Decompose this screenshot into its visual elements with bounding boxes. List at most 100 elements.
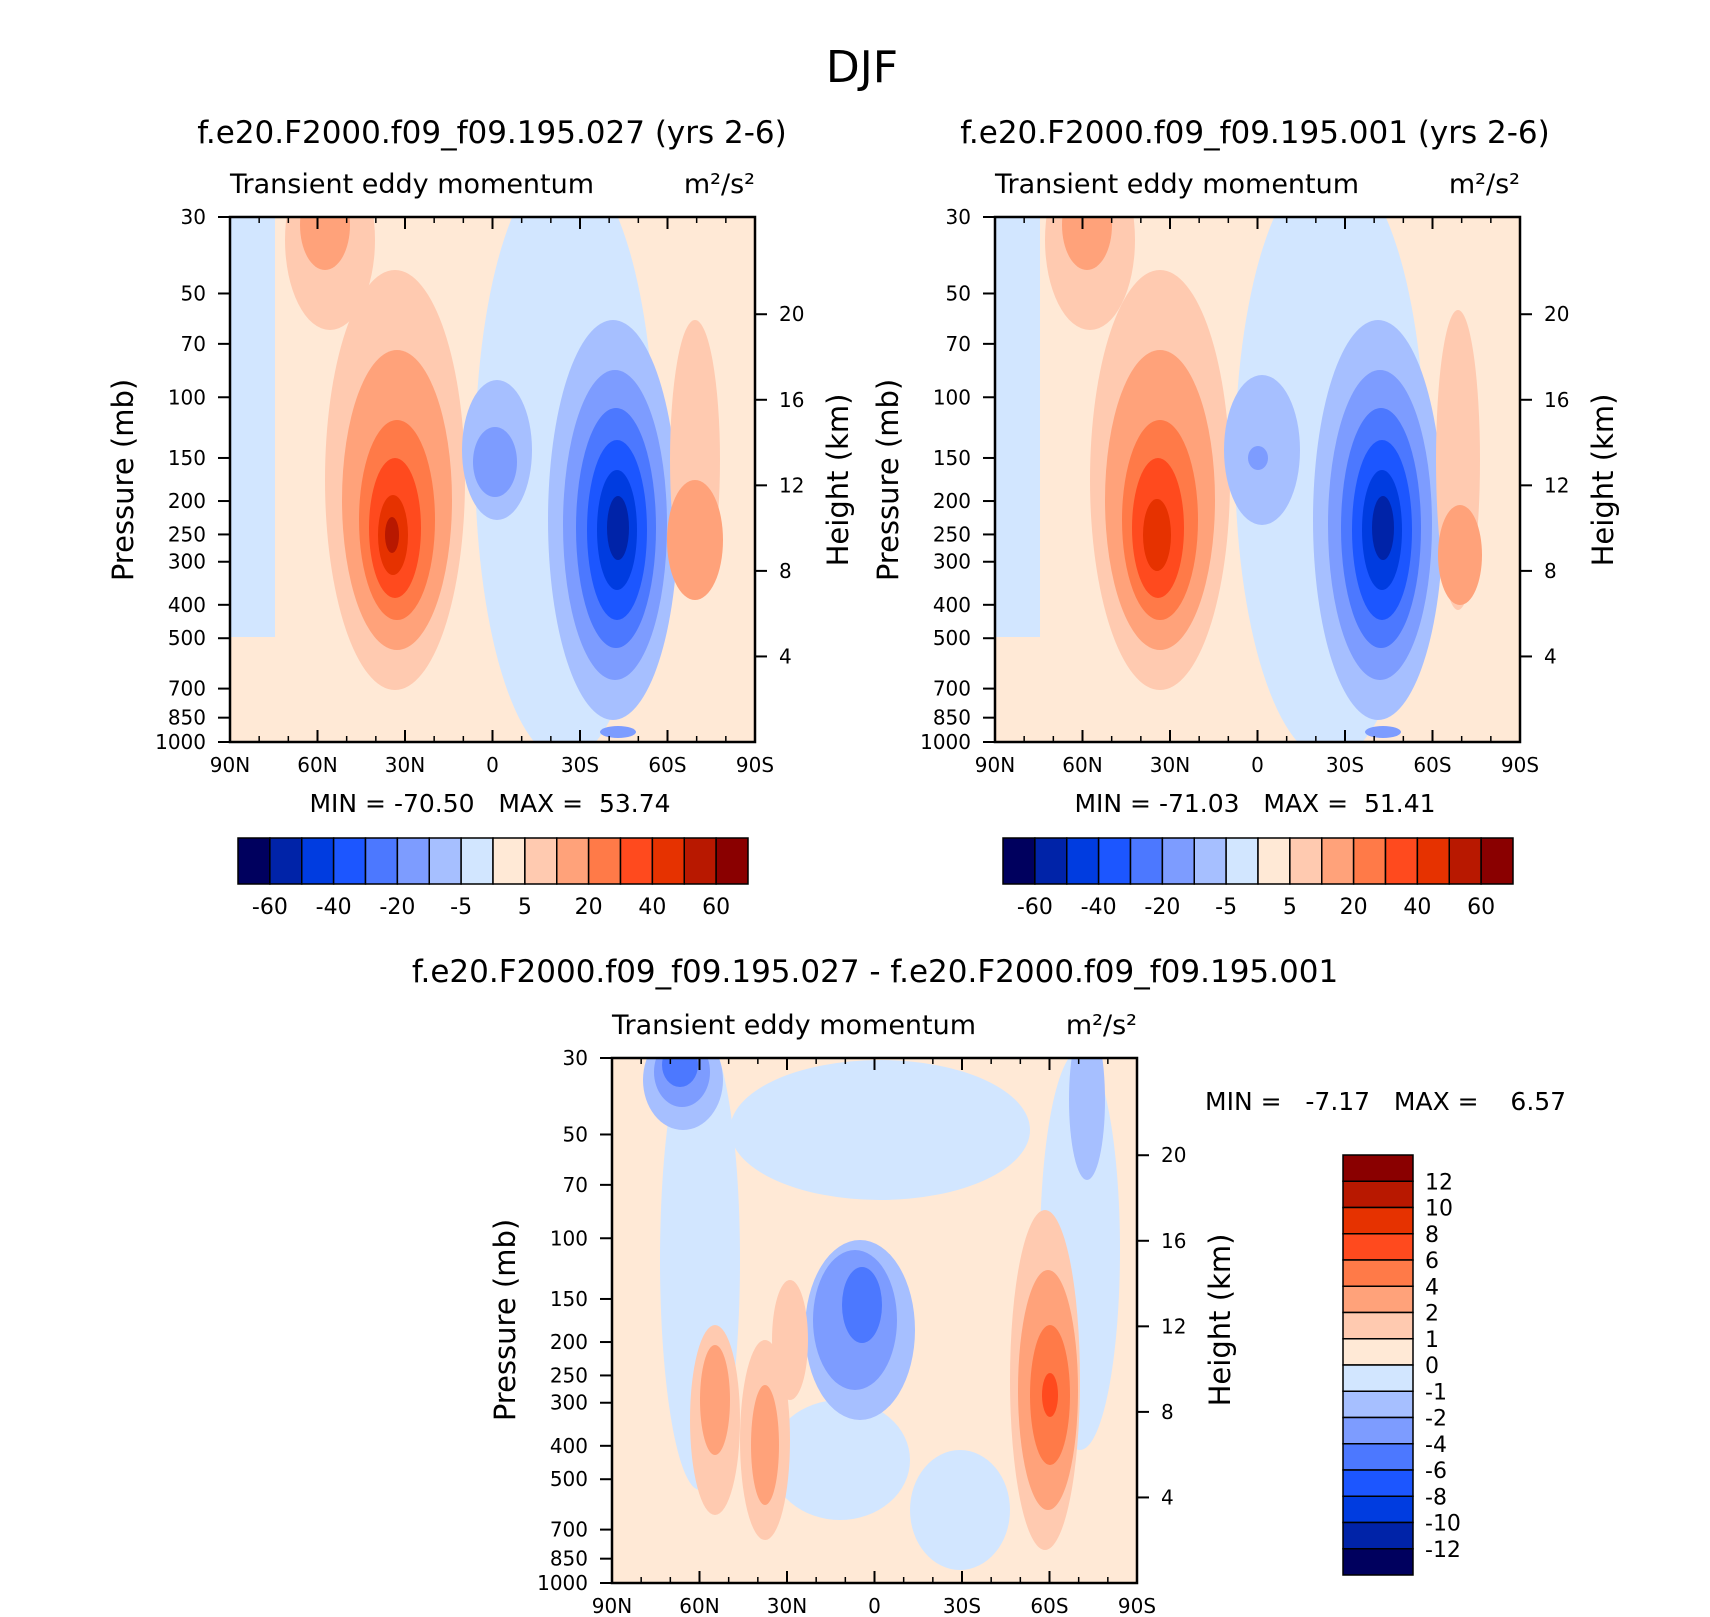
panel-2-contour-field — [995, 217, 1520, 742]
colorbar-swatch — [556, 837, 590, 885]
panel-1-stats: MIN = -70.50 MAX = 53.74 — [309, 789, 670, 818]
panel-3-sh-red-core — [1042, 1373, 1058, 1417]
y-left-tick-label: 50 — [946, 281, 971, 305]
colorbar-swatch — [619, 837, 654, 885]
colorbar-swatch — [1342, 1338, 1414, 1366]
colorbar-swatch — [524, 837, 558, 885]
colorbar-swatch — [1384, 837, 1419, 885]
colorbar-label: 60 — [1467, 895, 1495, 920]
x-tick-label: 30S — [943, 1594, 981, 1617]
colorbar-label: 10 — [1425, 1197, 1453, 1222]
y-right-tick-label: 20 — [1544, 302, 1569, 326]
colorbar-swatch — [1225, 837, 1259, 885]
panel-2-eq-blue-inner — [1248, 446, 1268, 470]
colorbar-swatch — [1289, 837, 1323, 885]
panel-2-units: m²/s² — [1449, 169, 1520, 200]
y-left-tick-label: 1000 — [537, 1571, 588, 1595]
y-right-tick-label: 4 — [1161, 1485, 1174, 1509]
colorbar-label: -10 — [1425, 1512, 1461, 1537]
panel-2-x-axis: 90N 60N 30N 0 30S 60S 90S — [975, 217, 1539, 777]
y-left-tick-label: 50 — [181, 281, 206, 305]
colorbar-swatch — [1342, 1233, 1414, 1261]
panel-1-title: f.e20.F2000.f09_f09.195.027 (yrs 2-6) — [197, 115, 787, 151]
y-left-tick-label: 70 — [563, 1173, 588, 1197]
panel-3-blue-band-4 — [770, 1400, 910, 1520]
y-left-tick-label: 500 — [550, 1467, 588, 1491]
colorbar-swatch — [492, 837, 526, 885]
panel-3-red-2 — [700, 1345, 730, 1455]
y-left-tick-label: 500 — [168, 626, 206, 650]
y-left-tick-label: 70 — [181, 332, 206, 356]
panel-1: f.e20.F2000.f09_f09.195.027 (yrs 2-6) Tr… — [106, 115, 855, 920]
colorbar-label: -20 — [1144, 895, 1180, 920]
colorbar-label: -40 — [1081, 895, 1117, 920]
colorbar-swatch — [1002, 837, 1036, 885]
colorbar-swatch — [1321, 837, 1355, 885]
x-tick-label: 90N — [592, 1594, 632, 1617]
colorbar-swatch — [1342, 1443, 1414, 1471]
y-right-tick-label: 12 — [1161, 1314, 1186, 1338]
y-left-tick-label: 150 — [168, 446, 206, 470]
x-tick-label: 30N — [1150, 753, 1190, 777]
colorbar-swatch — [1352, 837, 1387, 885]
colorbar-swatch — [1342, 1259, 1414, 1287]
colorbar-label: -8 — [1425, 1485, 1447, 1510]
x-tick-label: 30N — [385, 753, 425, 777]
colorbar-swatch — [1342, 1390, 1414, 1419]
panel-3-units: m²/s² — [1066, 1010, 1137, 1041]
y-left-tick-label: 400 — [168, 593, 206, 617]
y-left-tick-label: 400 — [550, 1434, 588, 1458]
panel-3-stats: MIN = -7.17 MAX = 6.57 — [1205, 1087, 1566, 1116]
panel-3-blue-band-5 — [910, 1450, 1010, 1570]
y-left-tick-label: 850 — [168, 706, 206, 730]
panel-3-top-blue-core — [662, 1058, 698, 1087]
figure-title: DJF — [826, 42, 898, 93]
panel-2-subtitle: Transient eddy momentum — [994, 169, 1359, 200]
y-left-tick-label: 500 — [933, 626, 971, 650]
y-left-tick-label: 300 — [933, 550, 971, 574]
colorbar-swatch — [269, 837, 303, 885]
y-left-tick-label: 100 — [550, 1226, 588, 1250]
colorbar-swatch — [1416, 837, 1450, 885]
colorbar-swatch — [1448, 837, 1482, 885]
colorbar-swatch — [1034, 837, 1068, 885]
colorbar-swatch — [1342, 1206, 1414, 1235]
y-left-tick-label: 850 — [933, 706, 971, 730]
y-right-tick-label: 12 — [1544, 473, 1569, 497]
colorbar-label: -40 — [316, 895, 352, 920]
x-tick-label: 0 — [486, 753, 499, 777]
panel-1-left-blue-band — [230, 217, 275, 637]
colorbar-swatch — [1066, 837, 1100, 885]
colorbar-label: -5 — [1215, 895, 1237, 920]
colorbar-swatch — [1161, 837, 1195, 885]
colorbar-label: 1 — [1425, 1328, 1439, 1353]
y-right-tick-label: 16 — [1544, 388, 1569, 412]
y-left-tick-label: 700 — [550, 1518, 588, 1542]
panel-1-colorbar: -60 -40 -20 -5 5 20 40 60 — [237, 837, 749, 920]
y-left-tick-label: 150 — [933, 446, 971, 470]
colorbar-swatch — [1342, 1154, 1414, 1182]
colorbar-label: 60 — [702, 895, 730, 920]
y-left-tick-label: 250 — [933, 522, 971, 546]
y-left-tick-label: 30 — [563, 1046, 588, 1070]
x-tick-label: 60N — [1062, 753, 1102, 777]
y-left-tick-label: 250 — [550, 1363, 588, 1387]
x-tick-label: 0 — [1251, 753, 1264, 777]
y-right-tick-label: 12 — [779, 473, 804, 497]
colorbar-swatch — [1193, 837, 1227, 885]
y-left-tick-label: 100 — [168, 385, 206, 409]
colorbar-swatch — [460, 837, 494, 885]
y-left-tick-label: 50 — [563, 1122, 588, 1146]
colorbar-swatch — [1257, 837, 1291, 885]
colorbar-label: 20 — [575, 895, 603, 920]
panel-2-polar-red-inner — [1438, 505, 1482, 605]
panel-2-nh-jet-core — [1143, 499, 1171, 571]
colorbar-label: 2 — [1425, 1302, 1439, 1327]
y-left-tick-label: 200 — [168, 489, 206, 513]
panel-1-ylabel-left: Pressure (mb) — [106, 379, 140, 581]
colorbar-label: -4 — [1425, 1433, 1447, 1458]
y-right-tick-label: 8 — [1161, 1400, 1174, 1424]
colorbar-label: 20 — [1340, 895, 1368, 920]
panel-1-y-axis-right: 4 8 12 16 20 — [755, 302, 804, 668]
